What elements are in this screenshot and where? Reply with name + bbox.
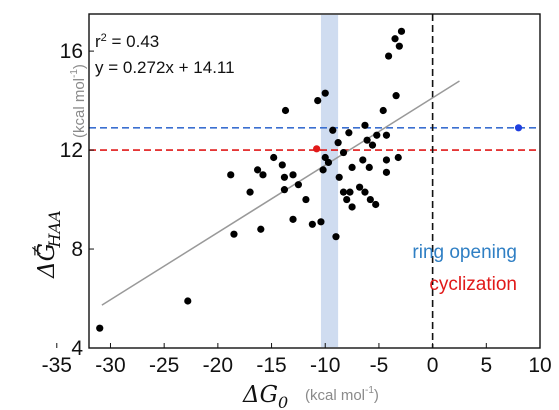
data-point xyxy=(281,106,290,115)
data-point xyxy=(278,161,286,169)
data-point xyxy=(289,171,297,179)
data-point xyxy=(289,215,297,223)
x-tick-label: 0 xyxy=(427,354,439,377)
data-point xyxy=(257,225,265,233)
data-point xyxy=(329,126,337,134)
data-point xyxy=(348,163,356,171)
data-point xyxy=(382,131,391,139)
legend-ring-opening: ring opening xyxy=(412,242,517,263)
data-point xyxy=(96,324,104,332)
data-point xyxy=(363,136,371,144)
data-point xyxy=(302,195,310,204)
plot-frame xyxy=(88,13,541,349)
data-point xyxy=(373,131,381,139)
x-tick-label: -15 xyxy=(256,354,286,377)
data-point xyxy=(345,129,353,137)
cyclization-point xyxy=(313,145,321,153)
data-point xyxy=(335,173,343,181)
data-point xyxy=(368,141,377,149)
data-point xyxy=(346,188,354,196)
x-tick-label: -20 xyxy=(203,354,233,377)
data-point xyxy=(339,148,348,157)
axis-ticks: -35 -30 -25 -20 -15 -10 -5 0 5 10 4 8 12 16 xyxy=(42,40,552,377)
data-point xyxy=(270,153,278,162)
svg-text:ΔG0: ΔG0 xyxy=(242,382,288,410)
data-point xyxy=(361,121,369,129)
x-tick-label: -25 xyxy=(149,354,179,377)
y-axis-label: ΔG≠HAA xyxy=(27,210,64,279)
x-tick-label: -10 xyxy=(310,354,340,377)
x-tick-label: 10 xyxy=(528,354,551,377)
data-point xyxy=(382,156,391,164)
fit-line xyxy=(101,80,460,306)
data-point xyxy=(319,166,327,174)
data-point xyxy=(397,27,406,35)
data-point xyxy=(280,173,289,181)
ring-opening-point xyxy=(514,124,523,132)
x-tick-label: 5 xyxy=(480,354,492,377)
r2-annotation: r2 = 0.43 xyxy=(95,32,159,51)
fit-equation-annotation: y = 0.272x + 14.11 xyxy=(95,58,235,77)
data-point xyxy=(324,158,333,167)
data-point xyxy=(379,106,387,115)
data-point xyxy=(321,89,329,97)
data-point xyxy=(334,139,342,147)
data-point xyxy=(365,163,373,171)
x-axis-label: ΔG0 (kcal mol-1) xyxy=(242,382,379,410)
y-tick-label: 16 xyxy=(60,40,83,63)
svg-text:(kcal mol-1): (kcal mol-1) xyxy=(305,385,379,404)
highlight-band xyxy=(320,15,339,347)
data-point xyxy=(280,186,289,194)
data-point xyxy=(359,156,367,164)
data-point xyxy=(253,166,262,174)
data-point xyxy=(356,183,364,191)
svg-text:(kcal mol-1): (kcal mol-1) xyxy=(69,64,88,138)
data-point xyxy=(394,153,402,162)
data-point xyxy=(372,200,380,209)
data-point xyxy=(361,188,369,196)
data-point xyxy=(259,171,267,179)
y-tick-label: 12 xyxy=(60,139,83,162)
x-tick-label: -35 xyxy=(42,354,72,377)
data-point xyxy=(246,188,254,196)
data-point xyxy=(339,188,348,196)
data-point xyxy=(294,181,302,189)
svg-text:ΔG≠HAA: ΔG≠HAA xyxy=(27,210,64,279)
plot-area xyxy=(88,13,541,349)
data-point xyxy=(317,218,325,226)
data-point xyxy=(348,203,356,211)
data-point xyxy=(392,92,400,100)
data-point xyxy=(227,171,235,179)
data-point xyxy=(230,230,238,238)
data-point xyxy=(384,52,393,60)
data-point xyxy=(382,168,391,176)
data-point xyxy=(391,35,399,43)
data-point xyxy=(184,297,192,305)
data-point xyxy=(314,96,322,105)
y-axis-unit: (kcal mol-1) xyxy=(69,64,88,138)
data-point xyxy=(366,195,374,204)
y-tick-label: 4 xyxy=(71,337,83,360)
data-point xyxy=(308,220,316,228)
x-tick-label: -5 xyxy=(370,354,389,377)
x-tick-label: -30 xyxy=(95,354,125,377)
data-point xyxy=(343,195,351,204)
data-point xyxy=(395,42,403,50)
y-tick-label: 8 xyxy=(71,238,83,261)
legend-cyclization: cyclization xyxy=(429,274,517,295)
data-point xyxy=(332,233,340,241)
